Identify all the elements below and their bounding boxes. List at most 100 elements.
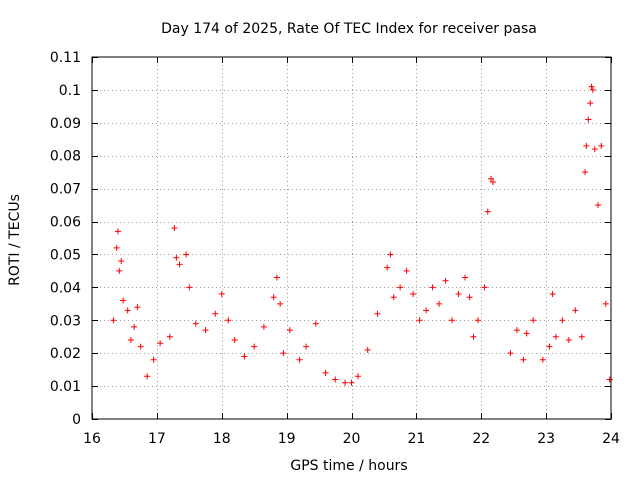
data-point [137,343,144,350]
data-point [113,244,120,251]
data-point [374,310,381,317]
data-point [595,202,602,209]
data-point [212,310,219,317]
x-tick-label: 19 [278,431,296,447]
axis-ticks [92,57,612,420]
data-point [403,267,410,274]
data-point [552,333,559,340]
grid-lines [92,57,611,419]
data-point [578,333,585,340]
data-point [466,294,473,301]
data-point [549,290,556,297]
data-point [173,254,180,261]
data-point [251,343,258,350]
data-point [520,356,527,363]
data-point [280,350,287,357]
data-point [118,258,125,265]
data-point [171,225,178,232]
data-point [429,284,436,291]
data-point [286,327,293,334]
data-point [354,373,361,380]
data-point [585,116,592,123]
data-point [241,353,248,360]
data-point [157,340,164,347]
data-point [507,350,514,357]
data-points [110,83,613,386]
data-point [489,179,496,186]
data-point [589,86,596,93]
plot-frame [91,56,612,420]
x-tick-label: 22 [472,431,490,447]
y-tick-label: 0.04 [50,280,81,296]
data-point [176,261,183,268]
data-point [114,228,121,235]
x-tick-label: 24 [602,431,620,447]
data-point [572,307,579,314]
data-point [442,277,449,284]
data-point [423,307,430,314]
data-point [260,323,267,330]
data-point [587,100,594,107]
data-point [602,300,609,307]
data-point [416,317,423,324]
x-tick-labels: 16 17 18 19 20 21 22 23 24 [83,431,620,447]
data-point [277,300,284,307]
y-tick-label: 0 [72,412,81,428]
data-point [110,317,117,324]
data-point [225,317,232,324]
x-tick-label: 17 [148,431,166,447]
data-point [582,169,589,176]
data-point [303,343,310,350]
data-point [588,83,595,90]
data-point [231,337,238,344]
data-point [332,376,339,383]
data-point [131,323,138,330]
y-tick-label: 0.09 [50,116,81,132]
data-point [565,337,572,344]
data-point [462,274,469,281]
data-point [475,317,482,324]
data-point [150,356,157,363]
data-point [270,294,277,301]
data-point [455,290,462,297]
x-tick-label: 23 [537,431,555,447]
data-point [449,317,456,324]
data-point [513,327,520,334]
chart-title: Day 174 of 2025, Rate Of TEC Index for r… [161,21,537,37]
y-tick-label: 0.11 [50,50,81,66]
y-tick-label: 0.08 [50,149,81,165]
data-point [387,251,394,258]
data-point [559,317,566,324]
y-tick-labels: 0 0.01 0.02 0.03 0.04 0.05 0.06 0.07 0.08 0.09 0.1… [50,50,81,428]
x-tick-label: 20 [343,431,361,447]
data-point [116,267,123,274]
y-tick-label: 0.01 [50,379,81,395]
data-point [523,330,530,337]
data-point [481,284,488,291]
y-tick-label: 0.03 [50,313,81,329]
y-tick-label: 0.05 [50,247,81,263]
y-tick-label: 0.02 [50,346,81,362]
data-point [530,317,537,324]
data-point [583,142,590,149]
data-point [591,146,598,153]
x-tick-label: 21 [407,431,425,447]
data-point [364,346,371,353]
data-point [322,369,329,376]
x-tick-label: 16 [83,431,101,447]
x-tick-label: 18 [213,431,231,447]
data-point [598,142,605,149]
data-point [384,264,391,271]
y-tick-label: 0.1 [59,83,81,99]
x-axis-label: GPS time / hours [290,458,407,474]
data-point [127,337,134,344]
data-point [124,307,131,314]
data-point [144,373,151,380]
data-point [312,320,319,327]
data-point [436,300,443,307]
data-point [296,356,303,363]
y-tick-label: 0.07 [50,182,81,198]
data-point [470,333,477,340]
data-point [192,320,199,327]
